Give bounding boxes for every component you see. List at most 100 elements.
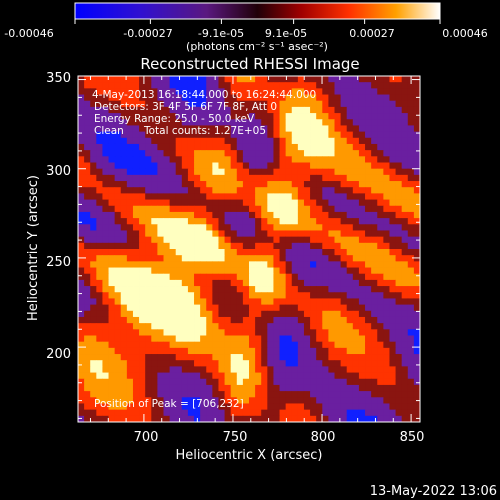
- heatmap-cell: [358, 236, 366, 244]
- heatmap-cell: [285, 88, 293, 95]
- heatmap-cell: [401, 409, 409, 417]
- heatmap-cell: [236, 267, 244, 275]
- heatmap-cell: [273, 286, 280, 293]
- heatmap-cell: [84, 298, 91, 306]
- heatmap-cell: [297, 88, 305, 95]
- annotation-time-range: 4-May-2013 16:18:44.000 to 16:24:44.000: [92, 89, 316, 101]
- heatmap-cell: [187, 199, 195, 207]
- heatmap-cell: [413, 347, 420, 355]
- heatmap-cell: [206, 150, 213, 157]
- heatmap-cell: [194, 261, 201, 268]
- heatmap-cell: [297, 347, 305, 355]
- heatmap-cell: [413, 224, 420, 231]
- heatmap-cell: [395, 100, 403, 108]
- heatmap-cell: [389, 106, 396, 114]
- heatmap-cell: [175, 354, 183, 361]
- heatmap-cell: [279, 341, 287, 349]
- heatmap-cell: [224, 205, 232, 213]
- heatmap-cell: [102, 193, 109, 200]
- heatmap-cell: [157, 205, 164, 213]
- heatmap-cell: [145, 341, 152, 349]
- heatmap-cell: [157, 94, 164, 102]
- heatmap-cell: [218, 329, 225, 336]
- heatmap-cell: [108, 205, 116, 213]
- heatmap-cell: [194, 298, 201, 306]
- heatmap-cell: [358, 298, 366, 306]
- heatmap-cell: [334, 224, 342, 231]
- heatmap-cell: [303, 236, 311, 244]
- heatmap-cell: [230, 261, 238, 268]
- heatmap-cell: [267, 249, 274, 256]
- heatmap-cell: [395, 360, 403, 367]
- heatmap-cell: [230, 137, 238, 145]
- heatmap-cell: [389, 347, 396, 355]
- heatmap-cell: [175, 310, 183, 318]
- heatmap-cell: [169, 304, 177, 312]
- heatmap-cell: [285, 391, 293, 398]
- heatmap-cell: [157, 384, 164, 392]
- heatmap-cell: [340, 76, 348, 83]
- heatmap-cell: [236, 106, 244, 114]
- heatmap-cell: [157, 391, 164, 398]
- heatmap-cell: [346, 255, 354, 262]
- heatmap-cell: [114, 82, 122, 89]
- heatmap-cell: [194, 236, 201, 244]
- heatmap-cell: [96, 168, 103, 176]
- heatmap-cell: [163, 106, 171, 114]
- heatmap-cell: [395, 230, 403, 238]
- heatmap-cell: [334, 335, 342, 343]
- heatmap-cell: [236, 354, 244, 361]
- heatmap-cell: [102, 156, 109, 163]
- heatmap-cell: [389, 304, 396, 312]
- heatmap-cell: [334, 279, 342, 287]
- heatmap-cell: [187, 391, 195, 398]
- heatmap-cell: [334, 168, 342, 176]
- heatmap-cell: [358, 310, 366, 318]
- heatmap-cell: [163, 304, 171, 312]
- heatmap-cell: [279, 316, 287, 324]
- heatmap-cell: [389, 329, 396, 336]
- heatmap-cell: [340, 261, 348, 268]
- heatmap-cell: [291, 230, 299, 238]
- heatmap-cell: [285, 82, 293, 89]
- heatmap-cell: [212, 323, 219, 330]
- heatmap-cell: [230, 94, 238, 102]
- heatmap-cell: [255, 403, 262, 411]
- heatmap-cell: [84, 242, 91, 250]
- heatmap-cell: [334, 211, 342, 219]
- heatmap-cell: [340, 187, 348, 194]
- heatmap-cell: [413, 267, 420, 275]
- heatmap-cell: [334, 354, 342, 361]
- heatmap-cell: [401, 199, 409, 207]
- heatmap-cell: [279, 174, 287, 182]
- heatmap-cell: [358, 94, 366, 102]
- heatmap-cell: [194, 82, 201, 89]
- heatmap-cell: [181, 113, 189, 120]
- heatmap-cell: [273, 174, 280, 182]
- heatmap-cell: [316, 366, 323, 373]
- heatmap-cell: [230, 310, 238, 318]
- heatmap-cell: [194, 168, 201, 176]
- heatmap-cell: [236, 384, 244, 392]
- heatmap-cell: [224, 174, 232, 182]
- heatmap-cell: [328, 304, 335, 312]
- heatmap-cell: [90, 279, 97, 287]
- heatmap-cell: [279, 218, 287, 225]
- heatmap-cell: [151, 261, 158, 268]
- heatmap-cell: [187, 273, 195, 281]
- heatmap-cell: [114, 279, 122, 287]
- heatmap-cell: [340, 341, 348, 349]
- heatmap-cell: [377, 224, 384, 231]
- heatmap-cell: [261, 354, 268, 361]
- heatmap-cell: [395, 249, 403, 256]
- heatmap-cell: [175, 174, 183, 182]
- heatmap-cell: [340, 255, 348, 262]
- heatmap-cell: [175, 224, 183, 231]
- heatmap-cell: [212, 366, 219, 373]
- heatmap-cell: [273, 211, 280, 219]
- heatmap-cell: [285, 249, 293, 256]
- heatmap-cell: [279, 267, 287, 275]
- heatmap-cell: [273, 403, 280, 411]
- heatmap-cell: [249, 181, 256, 188]
- heatmap-cell: [145, 366, 152, 373]
